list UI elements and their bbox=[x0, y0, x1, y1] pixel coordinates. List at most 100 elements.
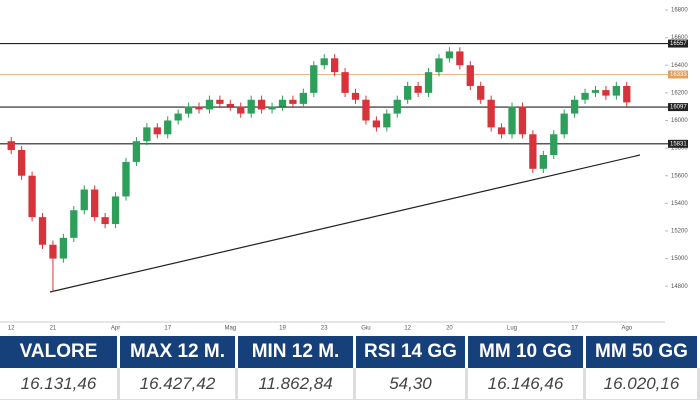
candle-body bbox=[91, 189, 99, 218]
candle-body bbox=[247, 99, 255, 114]
x-tick-label: 19 bbox=[279, 326, 286, 332]
table-value: 16.427,42 bbox=[120, 368, 238, 400]
candle-body bbox=[591, 90, 600, 93]
candle-body bbox=[341, 72, 349, 93]
candle-body bbox=[237, 106, 245, 114]
y-tick-label: 16200 bbox=[671, 90, 688, 96]
candle-body bbox=[59, 237, 68, 259]
level-box bbox=[668, 139, 688, 148]
candle-body bbox=[320, 58, 328, 66]
candle-body bbox=[205, 99, 214, 110]
table-value: 16.020,16 bbox=[586, 368, 700, 400]
table-header: MM 10 GG bbox=[468, 336, 586, 368]
table-value: 16.131,46 bbox=[0, 368, 120, 400]
candle-body bbox=[445, 51, 454, 59]
candle-body bbox=[174, 113, 182, 121]
candle-body bbox=[101, 217, 109, 225]
stats-table: VALORE MAX 12 M. MIN 12 M. RSI 14 GG MM 10 G… bbox=[0, 336, 700, 400]
x-tick-label: 12 bbox=[8, 326, 15, 332]
candle-body bbox=[330, 58, 339, 73]
table-header: MAX 12 M. bbox=[120, 336, 238, 368]
chart: 14800 15000 15200 15400 15600 15800 16000 16200… bbox=[0, 8, 688, 332]
table-header: VALORE bbox=[0, 336, 120, 368]
y-tick-label: 16800 bbox=[671, 8, 688, 14]
candle-body bbox=[456, 51, 464, 66]
candle-body bbox=[257, 99, 266, 110]
candle-body bbox=[623, 85, 631, 103]
y-tick-label: 15400 bbox=[671, 201, 688, 207]
candle-body bbox=[226, 103, 234, 107]
candle-body bbox=[466, 65, 474, 86]
y-tick-label: 15800 bbox=[671, 146, 688, 152]
candle-body bbox=[497, 127, 506, 135]
table-value: 11.862,84 bbox=[238, 368, 356, 400]
level-label: 16333 bbox=[670, 72, 687, 78]
level-box bbox=[668, 70, 688, 79]
x-tick-label: 12 bbox=[404, 326, 411, 332]
y-tick-label: 14800 bbox=[671, 284, 688, 290]
candle-body bbox=[404, 85, 412, 100]
level-box bbox=[668, 103, 688, 112]
candle-body bbox=[424, 72, 433, 93]
candle-body bbox=[153, 127, 161, 135]
candle-body bbox=[299, 92, 308, 104]
table-header: MIN 12 M. bbox=[238, 336, 356, 368]
candle-body bbox=[529, 134, 537, 169]
table-header: RSI 14 GG bbox=[356, 336, 468, 368]
candle-body bbox=[268, 106, 276, 110]
candle-body bbox=[383, 113, 391, 128]
table-value: 54,30 bbox=[356, 368, 468, 400]
level-label: 15831 bbox=[670, 141, 687, 147]
candle-body bbox=[216, 99, 224, 104]
y-tick-label: 15200 bbox=[671, 229, 688, 235]
candle-body bbox=[164, 120, 172, 135]
x-tick-label: Apr bbox=[111, 326, 120, 332]
x-tick-label: 23 bbox=[321, 326, 328, 332]
candle-body bbox=[351, 92, 360, 100]
candle-body bbox=[28, 175, 36, 218]
candle-body bbox=[487, 99, 495, 128]
candle-body bbox=[122, 161, 130, 197]
candle-body bbox=[560, 113, 568, 135]
candle-body bbox=[362, 99, 370, 121]
candle-body bbox=[550, 134, 558, 155]
y-tick-label: 15000 bbox=[671, 256, 688, 262]
x-tick-label: Giu bbox=[361, 326, 370, 332]
candle-body bbox=[310, 65, 318, 93]
trend-line bbox=[49, 154, 641, 293]
candle-body bbox=[508, 106, 516, 135]
candle-body bbox=[70, 210, 78, 238]
candle-body bbox=[38, 217, 47, 245]
x-tick-label: Ago bbox=[621, 326, 632, 332]
candle-body bbox=[414, 85, 422, 93]
table-value: 16.146,46 bbox=[468, 368, 586, 400]
candle-body bbox=[278, 99, 287, 107]
x-tick-label: 17 bbox=[164, 326, 171, 332]
x-tick-label: 17 bbox=[571, 326, 578, 332]
candle-body bbox=[539, 155, 547, 169]
x-tick-label: 20 bbox=[446, 326, 453, 332]
y-tick-label: 16600 bbox=[671, 35, 688, 41]
candle-body bbox=[7, 141, 15, 151]
level-label: 16557 bbox=[670, 41, 687, 47]
candle-body bbox=[143, 127, 151, 142]
y-tick-label: 15600 bbox=[671, 173, 688, 179]
candle-body bbox=[17, 150, 26, 176]
candle-body bbox=[49, 244, 57, 259]
candle-body bbox=[612, 85, 621, 96]
x-tick-label: Mag bbox=[224, 326, 236, 332]
candle-body bbox=[289, 99, 297, 104]
y-tick-label: 16400 bbox=[671, 63, 688, 69]
x-tick-label: Lug bbox=[507, 326, 517, 332]
x-tick-label: 21 bbox=[50, 326, 57, 332]
candle-body bbox=[477, 85, 485, 100]
candle-body bbox=[132, 141, 141, 162]
y-tick-label: 16000 bbox=[671, 118, 688, 124]
candle-body bbox=[80, 189, 88, 211]
candle-body bbox=[518, 106, 527, 135]
candle-body bbox=[372, 120, 381, 128]
candle-body bbox=[602, 90, 610, 96]
candle-body bbox=[570, 99, 579, 114]
candle-body bbox=[393, 99, 401, 114]
